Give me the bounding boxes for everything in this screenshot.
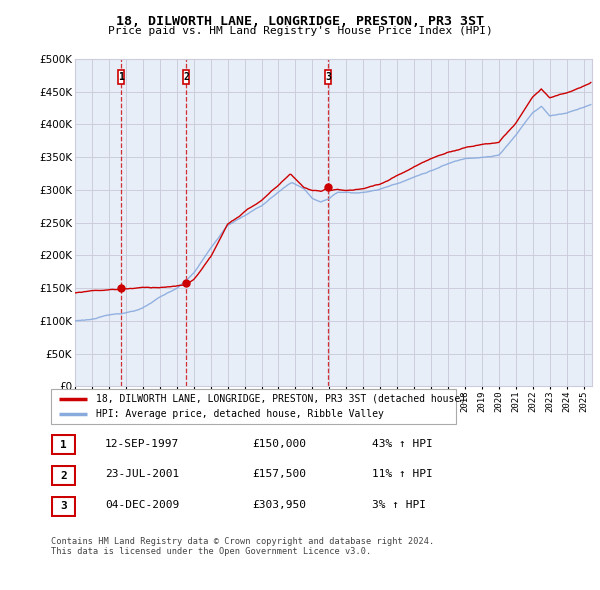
FancyBboxPatch shape <box>52 435 75 454</box>
Text: 1: 1 <box>60 440 67 450</box>
FancyBboxPatch shape <box>183 70 189 84</box>
Text: 23-JUL-2001: 23-JUL-2001 <box>105 470 179 479</box>
Text: 04-DEC-2009: 04-DEC-2009 <box>105 500 179 510</box>
Text: £157,500: £157,500 <box>252 470 306 479</box>
Text: 43% ↑ HPI: 43% ↑ HPI <box>372 439 433 448</box>
FancyBboxPatch shape <box>51 389 456 424</box>
Text: 3: 3 <box>325 72 331 82</box>
Text: 18, DILWORTH LANE, LONGRIDGE, PRESTON, PR3 3ST: 18, DILWORTH LANE, LONGRIDGE, PRESTON, P… <box>116 15 484 28</box>
Text: 11% ↑ HPI: 11% ↑ HPI <box>372 470 433 479</box>
Text: 18, DILWORTH LANE, LONGRIDGE, PRESTON, PR3 3ST (detached house): 18, DILWORTH LANE, LONGRIDGE, PRESTON, P… <box>95 394 466 404</box>
Text: £303,950: £303,950 <box>252 500 306 510</box>
Text: 12-SEP-1997: 12-SEP-1997 <box>105 439 179 448</box>
Text: Contains HM Land Registry data © Crown copyright and database right 2024.
This d: Contains HM Land Registry data © Crown c… <box>51 537 434 556</box>
Text: 2: 2 <box>60 471 67 480</box>
Text: HPI: Average price, detached house, Ribble Valley: HPI: Average price, detached house, Ribb… <box>95 409 383 419</box>
Text: 1: 1 <box>118 72 124 82</box>
Text: Price paid vs. HM Land Registry's House Price Index (HPI): Price paid vs. HM Land Registry's House … <box>107 26 493 36</box>
Text: 3% ↑ HPI: 3% ↑ HPI <box>372 500 426 510</box>
Text: £150,000: £150,000 <box>252 439 306 448</box>
Text: 3: 3 <box>60 502 67 511</box>
Text: 2: 2 <box>183 72 189 82</box>
FancyBboxPatch shape <box>52 466 75 485</box>
FancyBboxPatch shape <box>118 70 124 84</box>
FancyBboxPatch shape <box>325 70 331 84</box>
FancyBboxPatch shape <box>52 497 75 516</box>
